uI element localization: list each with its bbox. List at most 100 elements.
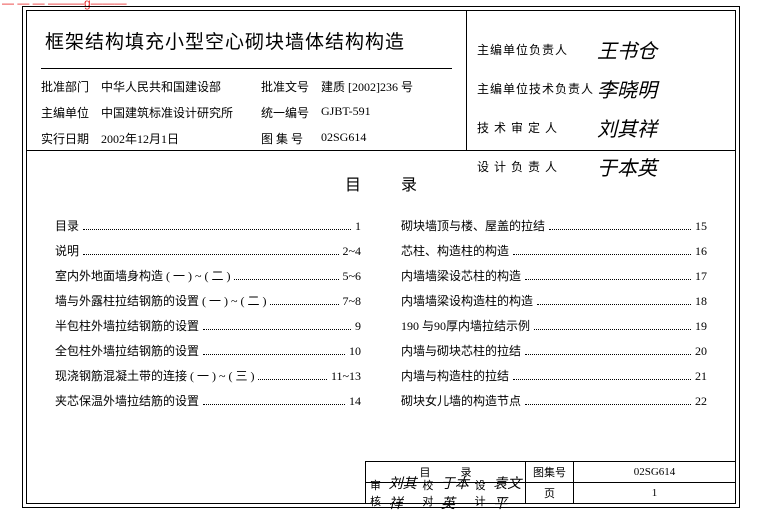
toc-item-title: 夹芯保温外墙拉结筋的设置 bbox=[55, 392, 199, 409]
signer-signature: 刘其祥 bbox=[597, 113, 657, 142]
signer-row: 主编单位负责人 王书仓 bbox=[477, 35, 725, 64]
toc-item: 说明 2~4 bbox=[55, 242, 361, 259]
signer-signature: 李晓明 bbox=[597, 74, 657, 103]
meta-value: 建质 [2002]236 号 bbox=[321, 78, 413, 95]
footer-review-label: 审核 bbox=[370, 477, 387, 509]
meta-label: 批准文号 bbox=[261, 78, 321, 95]
meta-label: 主编单位 bbox=[41, 104, 101, 121]
toc-item-page: 17 bbox=[695, 269, 707, 284]
signer-row: 主编单位技术负责人 李晓明 bbox=[477, 74, 725, 103]
toc-item-page: 16 bbox=[695, 244, 707, 259]
toc-item-title: 内墙与构造柱的拉结 bbox=[401, 367, 509, 384]
toc-item-title: 室内外地面墙身构造 ( 一 ) ~ ( 二 ) bbox=[55, 267, 230, 284]
toc-dots bbox=[234, 279, 338, 280]
meta-value: 02SG614 bbox=[321, 130, 366, 147]
toc-item-title: 目录 bbox=[55, 217, 79, 234]
toc-item: 内墙与构造柱的拉结 21 bbox=[401, 367, 707, 384]
meta-row: 批准部门 中华人民共和国建设部 批准文号 建质 [2002]236 号 bbox=[41, 78, 452, 95]
toc-item: 内墙墙梁设构造柱的构造 18 bbox=[401, 292, 707, 309]
footer-block: 目录 审核 刘其祥 校对 于本英 设计 袁文平 图集号 页 02SG614 1 bbox=[365, 461, 735, 503]
toc-dots bbox=[513, 379, 691, 380]
toc-item-title: 全包柱外墙拉结钢筋的设置 bbox=[55, 342, 199, 359]
toc-item: 墙与外露柱拉结钢筋的设置 ( 一 ) ~ ( 二 ) 7~8 bbox=[55, 292, 361, 309]
toc-dots bbox=[270, 304, 338, 305]
footer-check-label: 校对 bbox=[422, 477, 439, 509]
toc-item: 全包柱外墙拉结钢筋的设置 10 bbox=[55, 342, 361, 359]
toc-item: 砌块女儿墙的构造节点22 bbox=[401, 392, 707, 409]
meta-label: 批准部门 bbox=[41, 78, 101, 95]
toc-item: 夹芯保温外墙拉结筋的设置 14 bbox=[55, 392, 361, 409]
toc-item-page: 21 bbox=[695, 369, 707, 384]
signer-label: 主编单位负责人 bbox=[477, 41, 597, 58]
toc-item: 现浇钢筋混凝土带的连接 ( 一 ) ~ ( 三 )11~13 bbox=[55, 367, 361, 384]
toc-dots bbox=[549, 229, 691, 230]
toc-item-page: 7~8 bbox=[343, 294, 362, 309]
meta-row: 实行日期 2002年12月1日 图 集 号 02SG614 bbox=[41, 130, 452, 147]
meta-label: 图 集 号 bbox=[261, 130, 321, 147]
toc-item-title: 砌块墙顶与楼、屋盖的拉结 bbox=[401, 217, 545, 234]
toc-dots bbox=[83, 229, 351, 230]
toc-item-page: 1 bbox=[355, 219, 361, 234]
toc-section: 目录 目录 1 说明 2~4 室内外地面墙身构造 ( 一 ) ~ ( 二 ) 5~6 墙与外… bbox=[27, 151, 735, 461]
toc-item-title: 芯柱、构造柱的构造 bbox=[401, 242, 509, 259]
toc-dots bbox=[258, 379, 326, 380]
toc-left-column: 目录 1 说明 2~4 室内外地面墙身构造 ( 一 ) ~ ( 二 ) 5~6 墙与外露柱拉… bbox=[55, 209, 361, 417]
toc-item-title: 190 与90厚内墙拉结示例 bbox=[401, 317, 530, 334]
document-title: 框架结构填充小型空心砌块墙体结构构造 bbox=[41, 21, 452, 69]
meta-value: 中华人民共和国建设部 bbox=[101, 78, 261, 95]
footer-page-label: 页 bbox=[526, 483, 573, 504]
toc-item-page: 14 bbox=[349, 394, 361, 409]
meta-label: 统一编号 bbox=[261, 104, 321, 121]
toc-item-page: 5~6 bbox=[343, 269, 362, 284]
toc-title: 目录 bbox=[95, 171, 707, 195]
toc-right-column: 砌块墙顶与楼、屋盖的拉结15芯柱、构造柱的构造16内墙墙梁设芯柱的构造17内墙墙… bbox=[401, 209, 707, 417]
toc-item: 内墙墙梁设芯柱的构造 17 bbox=[401, 267, 707, 284]
footer-design-sig: 袁文平 bbox=[493, 473, 525, 513]
toc-item: 芯柱、构造柱的构造 16 bbox=[401, 242, 707, 259]
footer-tuji-value: 02SG614 bbox=[574, 462, 735, 483]
meta-row: 主编单位 中国建筑标准设计研究所 统一编号 GJBT-591 bbox=[41, 104, 452, 121]
footer-mulu: 目录 审核 刘其祥 校对 于本英 设计 袁文平 bbox=[366, 462, 526, 503]
toc-item-title: 墙与外露柱拉结钢筋的设置 ( 一 ) ~ ( 二 ) bbox=[55, 292, 266, 309]
header-block: 框架结构填充小型空心砌块墙体结构构造 批准部门 中华人民共和国建设部 批准文号 … bbox=[27, 11, 735, 151]
toc-item-page: 9 bbox=[355, 319, 361, 334]
toc-item: 半包柱外墙拉结钢筋的设置 9 bbox=[55, 317, 361, 334]
toc-item-page: 10 bbox=[349, 344, 361, 359]
signer-signature: 王书仓 bbox=[597, 35, 657, 64]
toc-item-page: 11~13 bbox=[331, 369, 361, 384]
toc-item-page: 18 bbox=[695, 294, 707, 309]
header-left: 框架结构填充小型空心砌块墙体结构构造 批准部门 中华人民共和国建设部 批准文号 … bbox=[27, 11, 467, 150]
toc-item: 室内外地面墙身构造 ( 一 ) ~ ( 二 ) 5~6 bbox=[55, 267, 361, 284]
toc-dots bbox=[203, 329, 351, 330]
signer-row: 技 术 审 定 人 刘其祥 bbox=[477, 113, 725, 142]
toc-dots bbox=[534, 329, 691, 330]
header-right-signatures: 主编单位负责人 王书仓 主编单位技术负责人 李晓明 技 术 审 定 人 刘其祥 … bbox=[467, 11, 735, 150]
toc-item-title: 内墙墙梁设芯柱的构造 bbox=[401, 267, 521, 284]
meta-table: 批准部门 中华人民共和国建设部 批准文号 建质 [2002]236 号 主编单位… bbox=[41, 78, 452, 147]
toc-dots bbox=[525, 354, 691, 355]
toc-item-title: 说明 bbox=[55, 242, 79, 259]
toc-item-title: 内墙与砌块芯柱的拉结 bbox=[401, 342, 521, 359]
toc-dots bbox=[83, 254, 338, 255]
toc-columns: 目录 1 说明 2~4 室内外地面墙身构造 ( 一 ) ~ ( 二 ) 5~6 墙与外露柱拉… bbox=[55, 209, 707, 417]
toc-dots bbox=[203, 354, 345, 355]
toc-dots bbox=[525, 279, 691, 280]
meta-value: GJBT-591 bbox=[321, 104, 371, 121]
footer-signature-row: 审核 刘其祥 校对 于本英 设计 袁文平 bbox=[366, 483, 525, 504]
toc-item-page: 20 bbox=[695, 344, 707, 359]
toc-item-title: 内墙墙梁设构造柱的构造 bbox=[401, 292, 533, 309]
footer-tuji-values: 02SG614 1 bbox=[574, 462, 735, 503]
meta-value: 中国建筑标准设计研究所 bbox=[101, 104, 261, 121]
toc-item: 190 与90厚内墙拉结示例19 bbox=[401, 317, 707, 334]
footer-design-label: 设计 bbox=[475, 477, 492, 509]
toc-dots bbox=[537, 304, 691, 305]
meta-value: 2002年12月1日 bbox=[101, 130, 261, 147]
toc-dots bbox=[513, 254, 691, 255]
signer-label: 主编单位技术负责人 bbox=[477, 80, 597, 97]
toc-item: 目录 1 bbox=[55, 217, 361, 234]
toc-item-title: 半包柱外墙拉结钢筋的设置 bbox=[55, 317, 199, 334]
toc-item-page: 2~4 bbox=[343, 244, 362, 259]
signer-label: 技 术 审 定 人 bbox=[477, 119, 597, 136]
footer-review-sig: 刘其祥 bbox=[389, 473, 421, 513]
footer-tuji-label: 图集号 bbox=[526, 462, 573, 483]
